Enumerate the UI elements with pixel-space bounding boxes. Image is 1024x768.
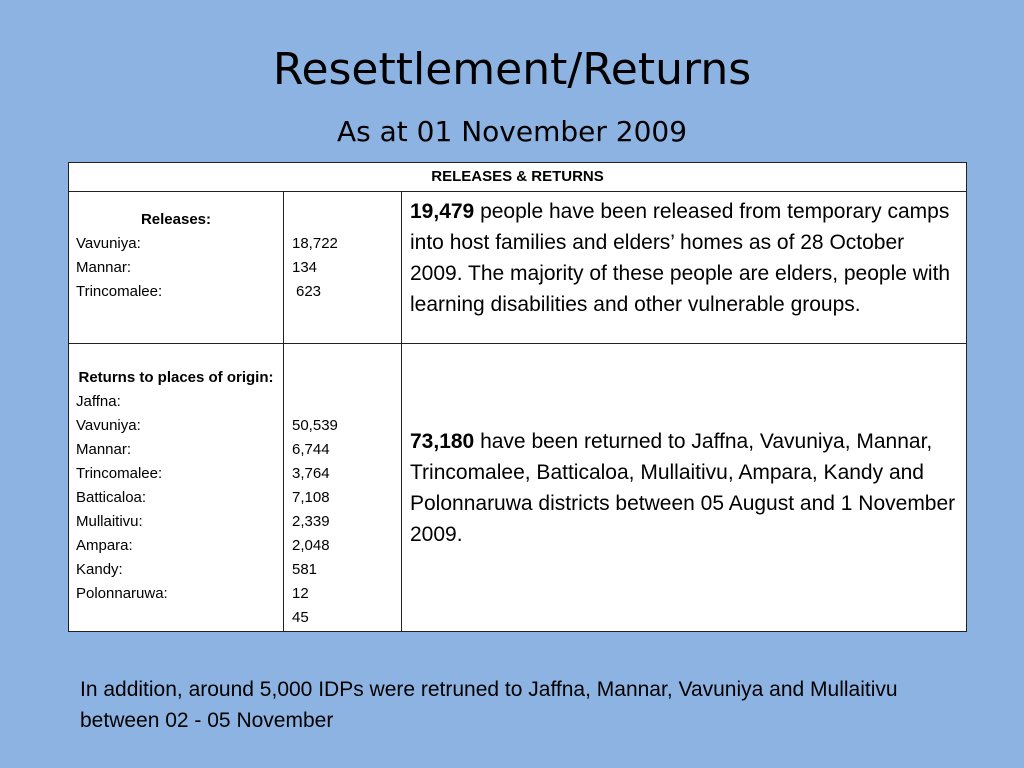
returns-values-cell: 50,539 6,744 3,764 7,108 2,339 2,048 581… <box>283 343 402 632</box>
release-value-trincomalee: 623 <box>296 283 322 300</box>
release-value-mannar: 134 <box>292 259 318 276</box>
return-value-mannar: 3,764 <box>292 465 330 482</box>
return-value-jaffna: 50,539 <box>292 417 338 434</box>
return-label-mannar: Mannar: <box>76 441 132 458</box>
release-label-vavuniya: Vavuniya: <box>76 235 141 252</box>
releases-returns-table: RELEASES & RETURNS Releases: Vavuniya: M… <box>68 162 967 632</box>
release-label-trincomalee: Trincomalee: <box>76 283 163 300</box>
releases-row: Releases: Vavuniya: Mannar: Trincomalee:… <box>68 191 967 344</box>
return-label-kandy: Kandy: <box>76 561 123 578</box>
releases-summary-cell: 19,479 people have been released from te… <box>401 191 967 344</box>
return-value-batticaloa: 2,339 <box>292 513 330 530</box>
releases-heading: Releases: <box>140 211 212 228</box>
returns-summary-text: have been returned to Jaffna, Vavuniya, … <box>410 430 956 546</box>
return-label-mullaitivu: Mullaitivu: <box>76 513 143 530</box>
return-label-polonnaruwa: Polonnaruwa: <box>76 585 168 602</box>
releases-summary: 19,479 people have been released from te… <box>402 192 966 320</box>
releases-total: 19,479 <box>410 200 475 223</box>
return-value-ampara: 581 <box>292 561 318 578</box>
return-label-vavuniya: Vavuniya: <box>76 417 141 434</box>
returns-total: 73,180 <box>410 430 475 453</box>
page-subtitle: As at 01 November 2009 <box>336 115 688 148</box>
returns-heading: Returns to places of origin: <box>78 369 274 386</box>
footnote: In addition, around 5,000 IDPs were retr… <box>80 678 898 732</box>
return-value-mullaitivu: 2,048 <box>292 537 330 554</box>
return-value-vavuniya: 6,744 <box>292 441 330 458</box>
releases-values-cell: 18,722 134 623 <box>283 191 402 344</box>
return-label-trincomalee: Trincomalee: <box>76 465 163 482</box>
return-label-batticaloa: Batticaloa: <box>76 489 147 506</box>
release-label-mannar: Mannar: <box>76 259 132 276</box>
returns-row: Returns to places of origin: Jaffna: Vav… <box>68 343 967 632</box>
return-label-jaffna: Jaffna: <box>76 393 121 410</box>
page-title: Resettlement/Returns <box>272 44 752 95</box>
releases-labels-cell: Releases: Vavuniya: Mannar: Trincomalee: <box>68 191 284 344</box>
returns-labels-cell: Returns to places of origin: Jaffna: Vav… <box>68 343 284 632</box>
return-label-ampara: Ampara: <box>76 537 133 554</box>
return-value-trincomalee: 7,108 <box>292 489 330 506</box>
release-value-vavuniya: 18,722 <box>292 235 338 252</box>
returns-summary-cell: 73,180 have been returned to Jaffna, Vav… <box>401 343 967 632</box>
returns-summary: 73,180 have been returned to Jaffna, Vav… <box>402 344 966 550</box>
return-value-kandy: 12 <box>292 585 309 602</box>
table-header: RELEASES & RETURNS <box>68 162 967 192</box>
return-value-polonnaruwa: 45 <box>292 609 309 626</box>
releases-summary-text: people have been released from temporary… <box>410 200 951 316</box>
